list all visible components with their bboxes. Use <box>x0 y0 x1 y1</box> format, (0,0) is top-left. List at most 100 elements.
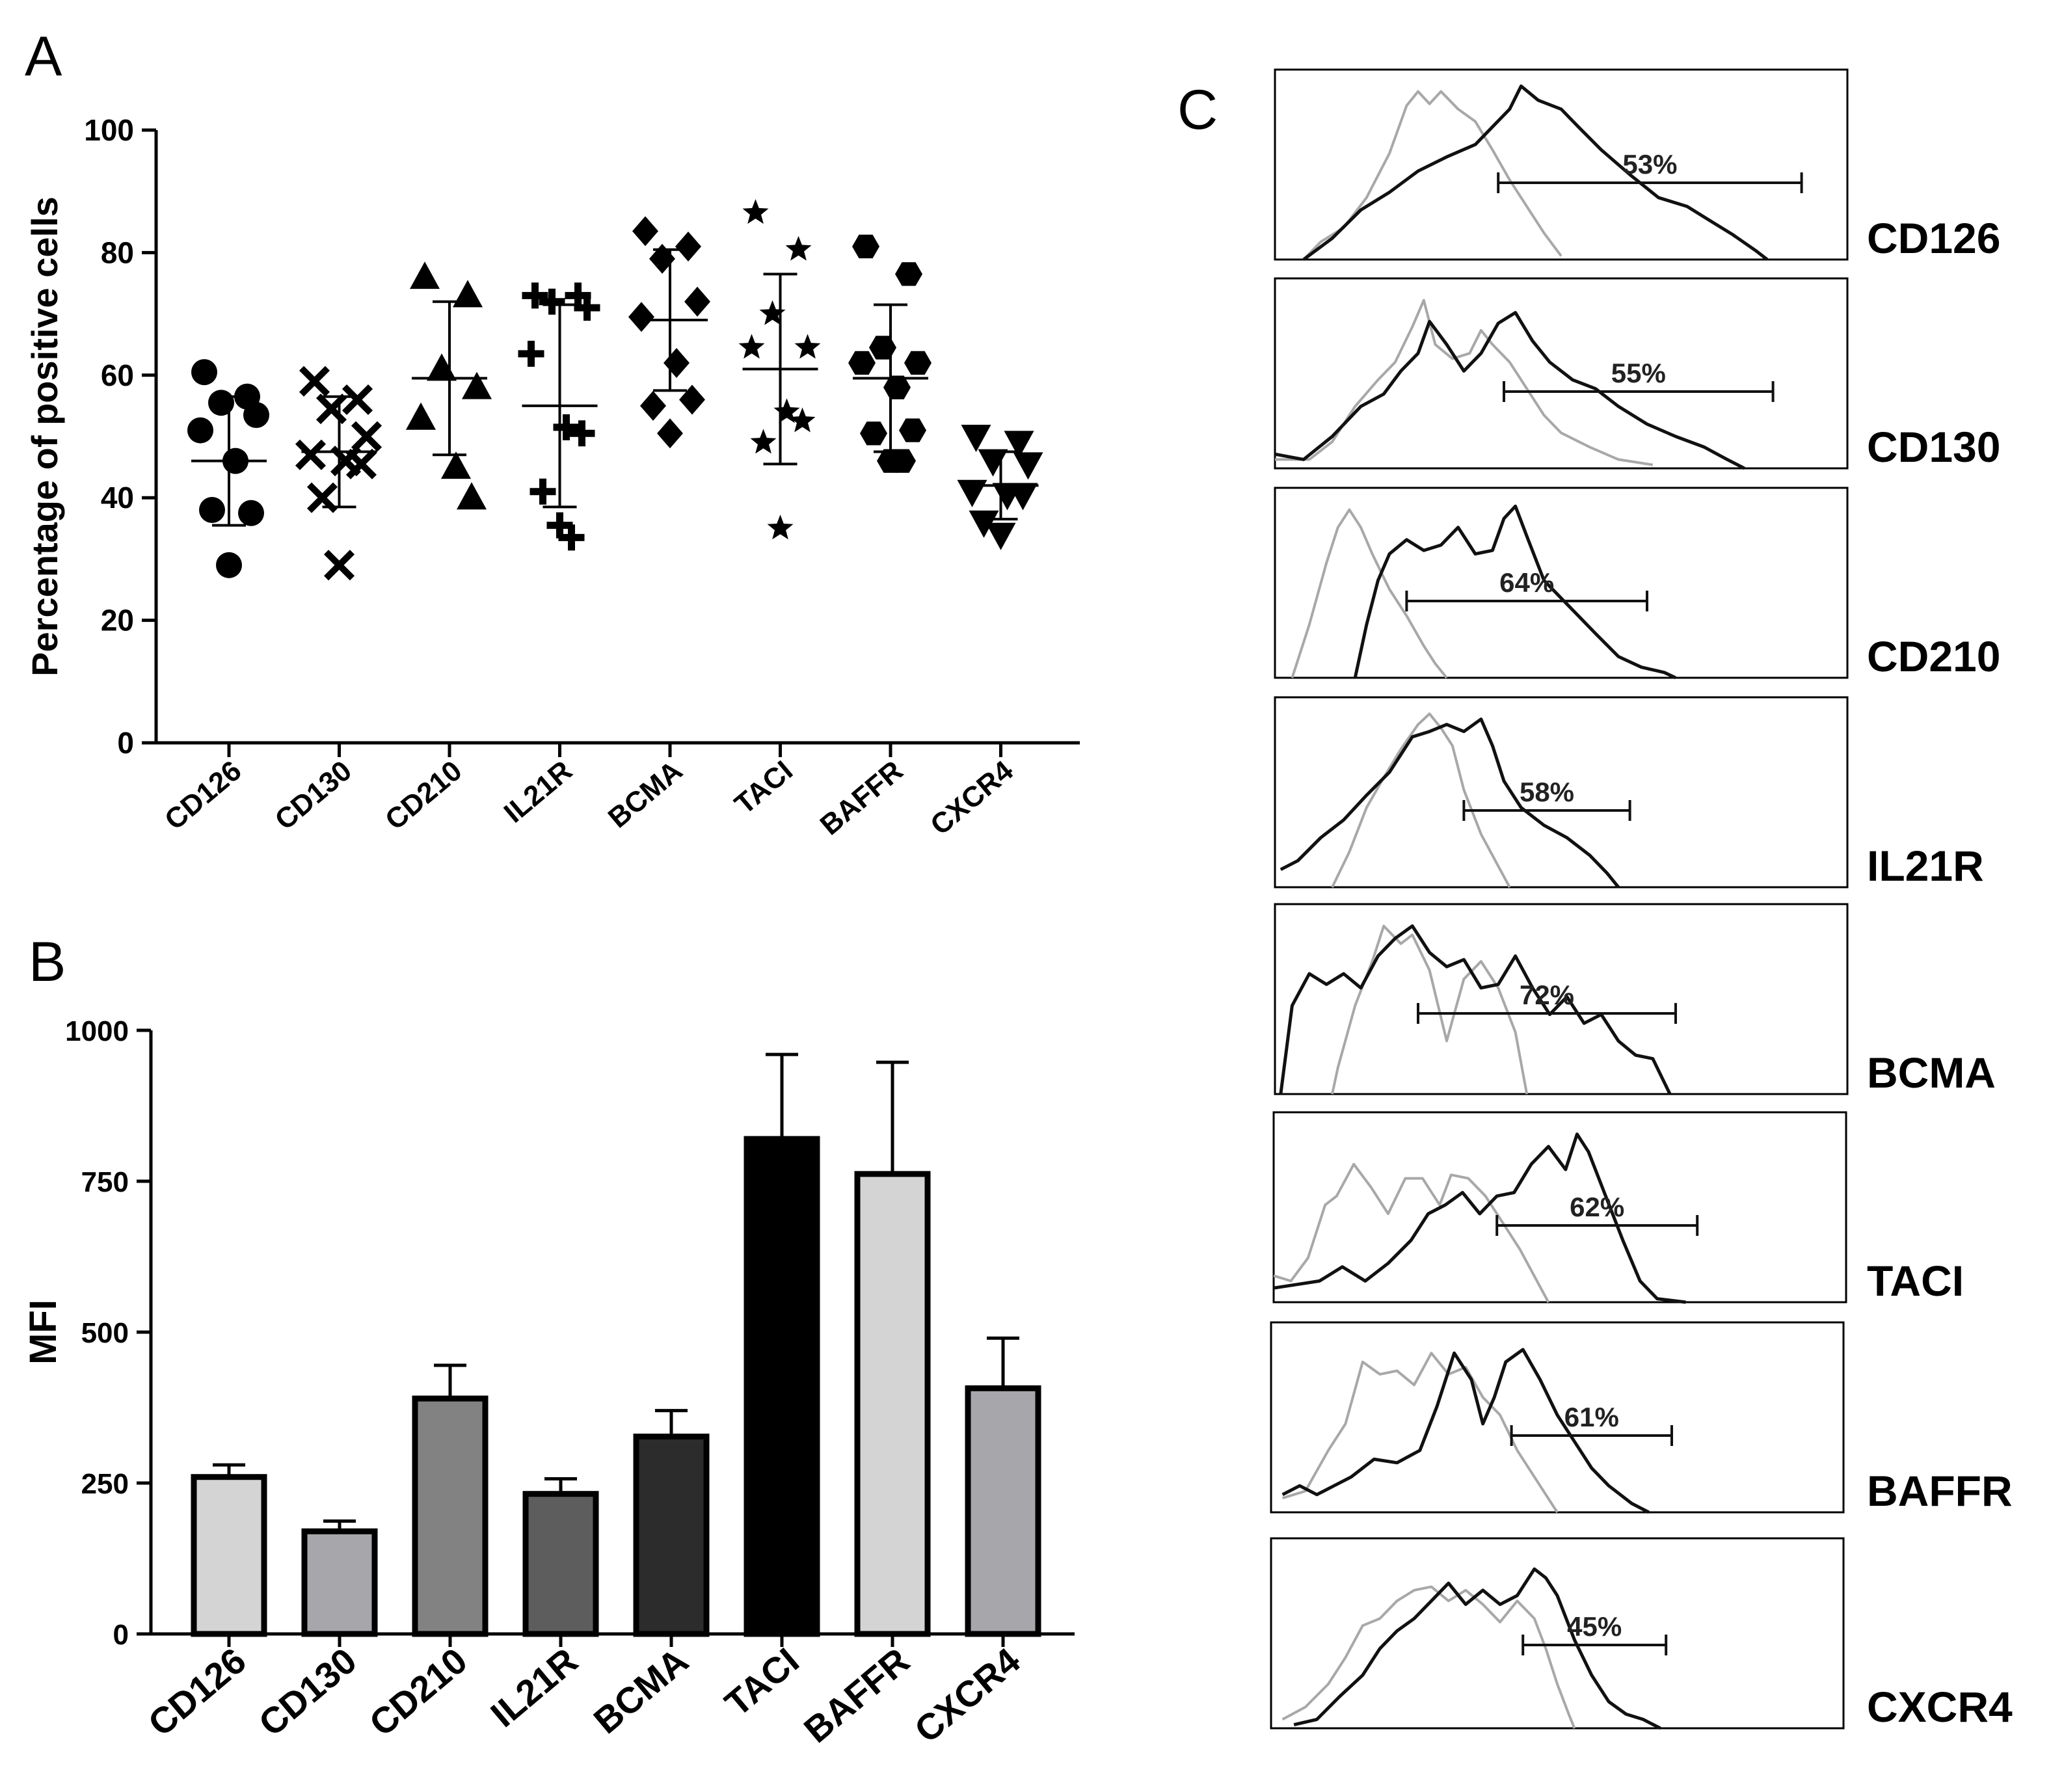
data-point-taci-2 <box>759 300 786 325</box>
series-taci <box>738 199 821 540</box>
gate-percent-cd130: 55% <box>1611 358 1666 388</box>
bar-taci <box>744 1136 820 1637</box>
gate-percent-taci: 62% <box>1570 1192 1624 1222</box>
data-point-cd210-0 <box>410 261 440 289</box>
histogram-frame-bcma <box>1274 903 1849 1095</box>
histogram-taci: 62% TACI <box>1272 1111 1964 1305</box>
bar-cxcr4 <box>965 1385 1041 1637</box>
data-point-cd126-4 <box>187 417 213 444</box>
series-il21r <box>518 282 600 551</box>
histogram-frame-cd210 <box>1274 487 1849 679</box>
histogram-label-cd210: CD210 <box>1867 632 2000 680</box>
y-tick-label-0: 0 <box>113 1619 129 1651</box>
series-baffr <box>848 234 932 473</box>
histogram-stained-curve-il21r <box>1280 717 1620 889</box>
series-cd130 <box>295 366 382 581</box>
y-tick-label-80: 80 <box>101 235 134 269</box>
data-point-cd130-4 <box>295 439 327 470</box>
histogram-frame-cd126 <box>1274 68 1849 261</box>
y-tick-label-20: 20 <box>101 604 134 637</box>
data-point-bcma-3 <box>684 286 710 317</box>
histogram-control-curve-taci <box>1273 1162 1550 1303</box>
gate-percent-cxcr4: 45% <box>1567 1611 1622 1642</box>
data-point-cd126-3 <box>243 402 269 429</box>
data-point-cd130-7 <box>306 482 338 513</box>
data-point-baffr-2 <box>869 336 896 360</box>
histogram-label-cxcr4: CXCR4 <box>1867 1683 2013 1731</box>
histogram-cd130: 55% CD130 <box>1274 277 2000 471</box>
data-point-cxcr4-1 <box>1004 431 1034 459</box>
bar-group-baffr: BAFFR <box>796 1060 931 1750</box>
bar-cd130 <box>301 1528 378 1637</box>
bar-cd126 <box>191 1474 267 1637</box>
data-point-il21r-9 <box>558 524 585 551</box>
data-point-bcma-5 <box>664 347 690 378</box>
data-point-cxcr4-7 <box>969 510 999 538</box>
histogram-bcma: 72% BCMA <box>1274 903 1996 1097</box>
series-cd126 <box>187 359 269 578</box>
data-point-cd126-7 <box>199 497 225 524</box>
panel-label-a: A <box>25 25 62 88</box>
flow-histogram-panel: 53% CD126 55% CD130 64% CD210 58% IL21R 72% BCMA 6… <box>1270 68 2013 1731</box>
data-point-il21r-6 <box>569 420 595 447</box>
data-point-taci-8 <box>767 515 794 540</box>
data-point-taci-1 <box>785 235 812 261</box>
data-point-cxcr4-0 <box>961 425 991 452</box>
histogram-label-il21r: IL21R <box>1867 842 1984 890</box>
series-cd210 <box>406 261 492 510</box>
histogram-baffr: 61% BAFFR <box>1270 1321 2013 1515</box>
data-point-cd126-6 <box>238 500 264 526</box>
data-point-il21r-7 <box>530 478 556 505</box>
histogram-stained-curve-cd126 <box>1302 84 1769 261</box>
panel-label-b: B <box>29 931 66 993</box>
data-point-cxcr4-3 <box>1013 452 1043 480</box>
data-point-cd130-8 <box>323 550 355 581</box>
histogram-frame-taci <box>1272 1111 1847 1304</box>
y-axis-label: Percentage of positive cells <box>24 196 65 676</box>
bar-baffr <box>854 1171 931 1637</box>
histogram-cd126: 53% CD126 <box>1274 68 2000 262</box>
gate-percent-bcma: 72% <box>1520 980 1574 1010</box>
histogram-stained-curve-taci <box>1273 1132 1686 1304</box>
data-point-il21r-0 <box>522 282 548 309</box>
y-tick-label-750: 750 <box>81 1166 129 1198</box>
data-point-il21r-5 <box>553 414 580 440</box>
histogram-label-taci: TACI <box>1867 1257 1964 1305</box>
histogram-control-curve-cd126 <box>1302 90 1562 261</box>
histogram-stained-curve-bcma <box>1279 924 1672 1095</box>
series-cxcr4 <box>957 425 1043 550</box>
data-point-cd126-2 <box>208 390 234 416</box>
histogram-label-cd126: CD126 <box>1867 214 2000 262</box>
series-bcma <box>628 216 710 449</box>
data-point-cxcr4-2 <box>978 449 1008 477</box>
data-point-taci-6 <box>789 407 816 433</box>
data-point-bcma-6 <box>679 384 705 415</box>
data-point-baffr-5 <box>883 375 911 399</box>
histogram-label-bcma: BCMA <box>1867 1049 1996 1097</box>
histogram-control-curve-il21r <box>1331 712 1511 888</box>
histogram-frame-cd130 <box>1274 277 1849 470</box>
data-point-taci-0 <box>742 199 769 224</box>
data-point-cd126-0 <box>191 359 217 386</box>
y-tick-label-60: 60 <box>101 358 134 392</box>
data-point-baffr-4 <box>848 351 876 375</box>
data-point-cd210-6 <box>457 482 487 510</box>
bar-cd210 <box>412 1395 489 1637</box>
y-tick-label-250: 250 <box>81 1468 129 1500</box>
data-point-bcma-2 <box>649 243 675 274</box>
histogram-label-baffr: BAFFR <box>1867 1467 2013 1515</box>
histogram-control-curve-baffr <box>1282 1352 1559 1514</box>
histogram-stained-curve-cd210 <box>1353 504 1677 680</box>
gate-percent-cd210: 64% <box>1499 567 1554 598</box>
data-point-cd130-1 <box>342 384 373 416</box>
bar-bcma <box>633 1434 710 1637</box>
histogram-control-curve-cd130 <box>1275 299 1654 466</box>
bar-group-taci: TACI <box>717 1052 820 1724</box>
gate-percent-baffr: 61% <box>1564 1402 1619 1432</box>
data-point-bcma-8 <box>657 418 683 449</box>
gate-percent-cd126: 53% <box>1622 149 1677 180</box>
histogram-label-cd130: CD130 <box>1867 423 2000 471</box>
data-point-cxcr4-4 <box>957 479 987 507</box>
data-point-baffr-6 <box>899 418 926 442</box>
